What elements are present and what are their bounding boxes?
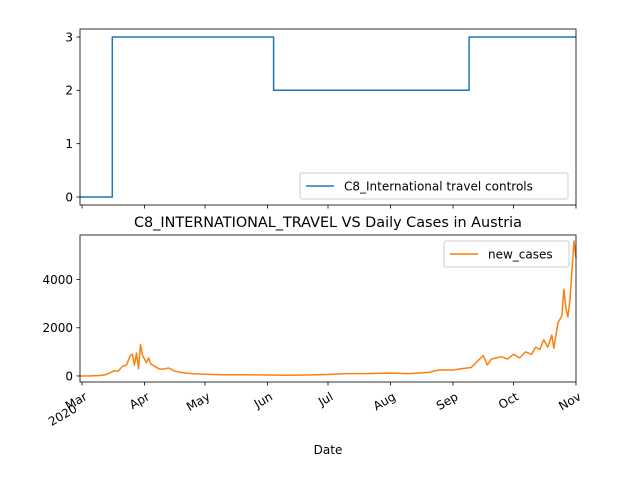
chart-title: C8_INTERNATIONAL_TRAVEL VS Daily Cases i…: [134, 215, 522, 231]
bottom-y-ticks: 0 2000 4000: [42, 273, 80, 383]
top-axes: 0 1 2 3 C8_International travel controls: [65, 28, 577, 209]
top-legend: C8_International travel controls: [299, 172, 569, 200]
top-y-tick-label: 0: [65, 190, 73, 204]
bottom-plot-lines: [79, 240, 577, 377]
bottom-x-tick-label: Jul: [315, 389, 335, 409]
bottom-y-tick-label: 4000: [42, 273, 73, 287]
top-legend-label: C8_International travel controls: [344, 180, 533, 194]
bottom-y-tick-label: 0: [65, 369, 73, 383]
top-plot-lines: [80, 36, 576, 198]
series-line-travel-controls: [80, 36, 576, 198]
x-axis-label: Date: [314, 443, 343, 457]
bottom-legend-label: new_cases: [488, 248, 553, 262]
series-line-new-cases: [79, 240, 577, 377]
top-y-tick-label: 2: [65, 84, 73, 98]
bottom-legend: new_cases: [443, 240, 570, 268]
bottom-y-tick-label: 2000: [42, 321, 73, 335]
top-y-tick-label: 3: [65, 30, 73, 44]
top-y-tick-label: 1: [65, 137, 73, 151]
top-legend-box: [299, 172, 569, 200]
top-x-ticks: [81, 205, 577, 209]
bottom-legend-box: [443, 240, 570, 268]
top-y-ticks: 0 1 2 3: [65, 30, 80, 204]
